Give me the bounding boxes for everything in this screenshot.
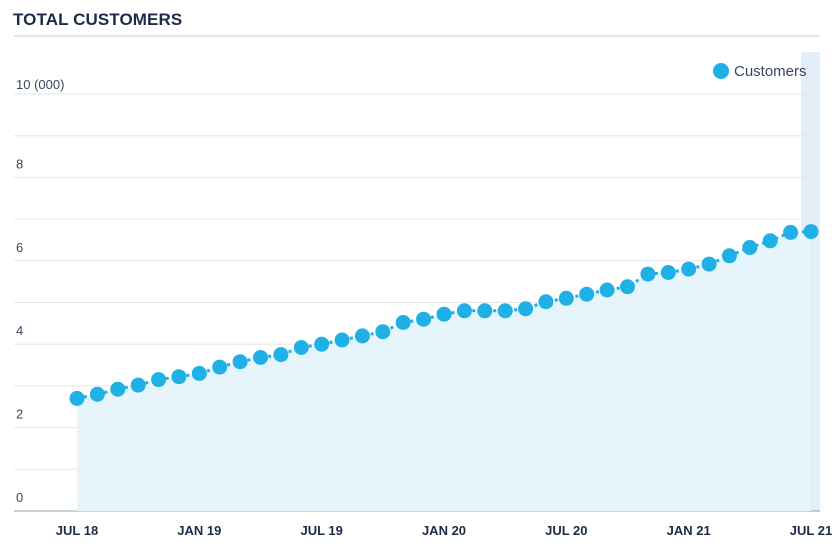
data-point[interactable] [477,303,493,319]
x-tick-label: JAN 19 [177,523,221,538]
data-point[interactable] [375,324,391,340]
data-point[interactable] [538,294,554,310]
data-point[interactable] [130,377,146,393]
data-point[interactable] [803,224,819,240]
data-point[interactable] [660,265,676,280]
data-point[interactable] [497,303,513,319]
customers-points [69,224,819,406]
data-point[interactable] [273,347,289,363]
y-axis-ticks: 0 2 4 6 8 10 (000) [16,77,64,505]
data-point[interactable] [253,350,268,365]
y-tick-label: 0 [16,490,23,505]
y-tick-label: 8 [16,156,23,171]
data-point[interactable] [171,369,187,385]
data-point[interactable] [558,290,574,306]
y-tick-label: 10 (000) [16,77,64,92]
data-point[interactable] [436,306,452,322]
chart-legend[interactable]: Customers [713,63,807,80]
data-point[interactable] [579,286,595,302]
data-point[interactable] [395,315,411,330]
y-tick-label: 4 [16,323,23,338]
data-point[interactable] [416,311,432,327]
data-point[interactable] [151,372,167,388]
data-point[interactable] [314,336,330,352]
x-tick-label: JUL 21 [790,523,832,538]
data-point[interactable] [89,386,105,402]
customers-area [77,231,811,511]
data-point[interactable] [232,354,248,370]
data-point[interactable] [110,381,126,397]
data-point[interactable] [701,256,717,272]
data-point[interactable] [640,266,656,282]
x-tick-label: JAN 20 [422,523,466,538]
data-point[interactable] [762,233,778,249]
data-point[interactable] [681,261,697,277]
data-point[interactable] [456,303,472,319]
data-point[interactable] [742,240,758,255]
data-point[interactable] [721,248,737,264]
data-point[interactable] [518,301,534,317]
chart-title: TOTAL CUSTOMERS [13,10,183,29]
data-point[interactable] [212,359,228,375]
data-point[interactable] [69,390,85,406]
data-point[interactable] [599,282,615,298]
data-point[interactable] [334,332,350,348]
data-point[interactable] [783,224,799,240]
data-point[interactable] [620,279,635,295]
x-tick-label: JUL 18 [56,523,98,538]
x-tick-label: JUL 20 [545,523,587,538]
legend-marker-customers [713,63,729,79]
x-axis-ticks: JUL 18 JAN 19 JUL 19 JAN 20 JUL 20 JAN 21 JUL … [56,523,832,538]
x-tick-label: JUL 19 [300,523,342,538]
data-point[interactable] [354,328,370,344]
data-point[interactable] [191,365,207,381]
y-tick-label: 2 [16,407,23,422]
y-tick-label: 6 [16,240,23,255]
data-point[interactable] [293,340,309,355]
x-tick-label: JAN 21 [667,523,711,538]
legend-label-customers: Customers [734,63,807,80]
